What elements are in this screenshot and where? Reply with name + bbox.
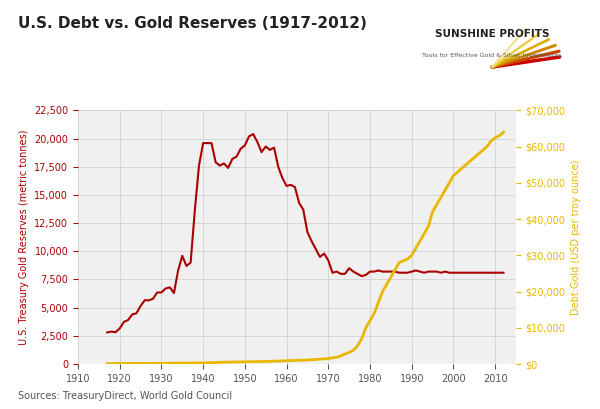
- Text: SUNSHINE PROFITS: SUNSHINE PROFITS: [435, 29, 549, 38]
- Text: U.S. Debt vs. Gold Reserves (1917-2012): U.S. Debt vs. Gold Reserves (1917-2012): [18, 16, 367, 31]
- Y-axis label: Debt:Gold (USD per troy ounce): Debt:Gold (USD per troy ounce): [571, 160, 581, 315]
- Text: Tools for Effective Gold & Silver Investments: Tools for Effective Gold & Silver Invest…: [422, 53, 562, 58]
- Text: Sources: TreasuryDirect, World Gold Council: Sources: TreasuryDirect, World Gold Coun…: [18, 391, 232, 401]
- Y-axis label: U.S. Treasury Gold Reserves (metric tonnes): U.S. Treasury Gold Reserves (metric tonn…: [19, 130, 29, 345]
